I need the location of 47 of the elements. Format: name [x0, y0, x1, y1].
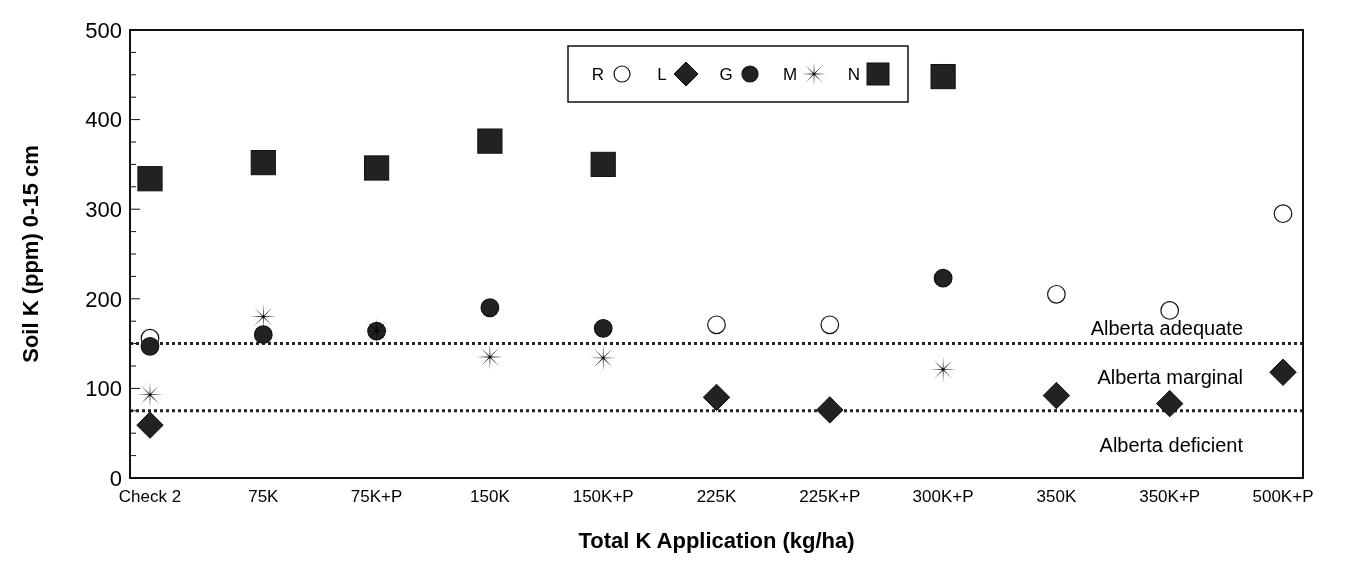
point	[253, 325, 273, 345]
point	[816, 396, 844, 424]
point	[1269, 358, 1297, 386]
y-axis-title: Soil K (ppm) 0-15 cm	[18, 145, 43, 363]
point	[1042, 381, 1071, 410]
point	[1160, 301, 1180, 320]
legend-label: G	[719, 64, 733, 84]
x-tick-label: 225K	[696, 487, 738, 506]
x-tick-label: 500K+P	[1252, 487, 1314, 506]
point	[820, 315, 840, 335]
annotation: Alberta marginal	[1097, 366, 1243, 389]
point	[707, 315, 726, 335]
point	[136, 411, 164, 439]
y-tick-label: 500	[85, 17, 122, 43]
legend-label: M	[782, 64, 798, 84]
x-tick-label: 150K	[470, 487, 511, 506]
point	[590, 151, 616, 177]
y-tick-label: 100	[85, 376, 122, 402]
x-tick-label: 300K+P	[912, 487, 974, 506]
point	[1156, 389, 1184, 418]
x-tick-label: 150K+P	[572, 487, 634, 506]
legend-label: L	[657, 64, 667, 84]
y-tick-label: 300	[85, 196, 122, 222]
point	[137, 166, 163, 192]
y-tick-label: 200	[85, 286, 122, 312]
x-tick-label: 75K	[248, 487, 280, 506]
annotation: Alberta deficient	[1099, 433, 1244, 456]
point	[593, 318, 613, 338]
legend-label: R	[591, 64, 605, 84]
point	[140, 336, 160, 356]
point	[250, 150, 276, 176]
y-tick-label: 400	[85, 107, 122, 133]
x-tick-label: 350K+P	[1139, 487, 1201, 506]
x-tick-label: 350K	[1036, 487, 1077, 506]
point	[477, 128, 503, 154]
legend-label: N	[847, 64, 861, 84]
x-tick-label: 225K+P	[799, 487, 861, 506]
point	[702, 383, 731, 412]
point	[1273, 204, 1293, 224]
point	[930, 63, 956, 90]
x-axis-title: Total K Application (kg/ha)	[578, 528, 855, 553]
point	[364, 155, 390, 181]
point	[1047, 284, 1066, 304]
x-tick-label: 75K+P	[350, 487, 403, 506]
annotation: Alberta adequate	[1090, 316, 1243, 339]
point	[933, 268, 953, 288]
point	[480, 298, 500, 318]
